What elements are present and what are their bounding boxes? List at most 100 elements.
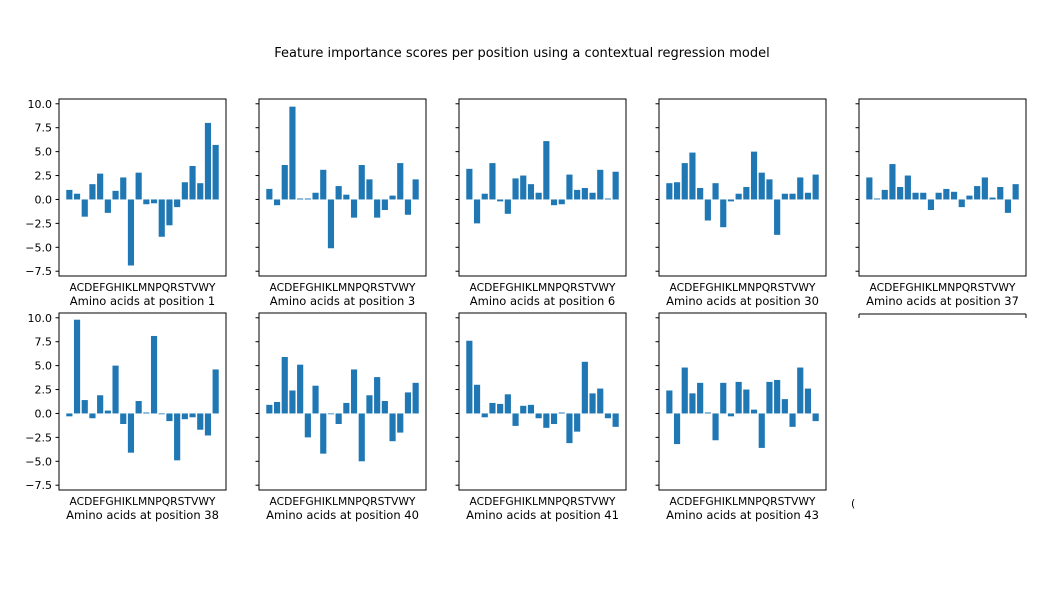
bar-S — [181, 182, 188, 200]
bar-Q — [166, 413, 173, 422]
bar-N — [550, 199, 558, 206]
bar-M — [143, 412, 150, 414]
bar-D — [281, 357, 288, 414]
bar-W — [1004, 199, 1012, 213]
bar-Q — [366, 179, 373, 200]
y-tick-label: −2.5 — [25, 217, 52, 230]
bar-M — [943, 188, 950, 200]
bar-M — [143, 199, 150, 205]
bar-D — [81, 400, 88, 414]
bar-V — [197, 183, 204, 200]
bar-K — [127, 413, 135, 453]
y-tick-label: 2.5 — [35, 384, 53, 397]
bar-E — [89, 184, 96, 200]
x-axis-label: Amino acids at position 41 — [466, 508, 619, 522]
bar-C — [873, 198, 881, 200]
bar-A — [466, 168, 473, 200]
bar-C — [673, 182, 681, 200]
y-tick-label: 0.0 — [35, 193, 53, 206]
bar-C — [473, 384, 481, 414]
bar-K — [327, 199, 335, 249]
x-tick-labels: ACDEFGHIKLMNPQRSTVWY — [670, 281, 816, 294]
bar-H — [312, 192, 319, 200]
bar-K — [527, 184, 535, 200]
bar-H — [112, 190, 119, 200]
bar-G — [304, 413, 311, 438]
bar-T — [589, 393, 596, 414]
bar-K — [727, 413, 735, 417]
bar-R — [374, 377, 381, 414]
bar-N — [750, 409, 758, 414]
x-axis-label: Amino acids at position 1 — [70, 294, 216, 308]
bar-Y — [1012, 184, 1019, 200]
bar-F — [297, 364, 304, 414]
bar-H — [312, 385, 319, 414]
bar-G — [104, 410, 111, 414]
x-tick-labels: ACDEFGHIKLMNPQRSTVWY — [70, 281, 216, 294]
bar-E — [89, 413, 96, 419]
bar-R — [574, 189, 581, 200]
bar-E — [889, 164, 896, 200]
bar-L — [535, 192, 542, 200]
partial-mark: ( — [851, 497, 855, 510]
y-tick-label: −2.5 — [25, 431, 52, 444]
bar-W — [204, 122, 212, 200]
bar-E — [289, 390, 296, 414]
bar-C — [73, 319, 81, 414]
bar-P — [158, 199, 165, 237]
bar-K — [927, 199, 935, 210]
bar-P — [758, 413, 765, 448]
bar-H — [512, 413, 519, 426]
bar-T — [189, 413, 196, 418]
bar-I — [320, 169, 327, 200]
bar-Y — [212, 144, 219, 200]
bar-D — [81, 199, 88, 217]
bar-Y — [212, 369, 219, 414]
x-axis-label: Amino acids at position 30 — [666, 294, 819, 308]
bar-P — [158, 413, 165, 415]
y-tick-label: 7.5 — [35, 122, 53, 135]
bar-I — [720, 382, 727, 414]
bar-P — [358, 165, 365, 200]
bar-W — [604, 413, 612, 419]
bar-H — [912, 192, 919, 200]
x-axis-label: Amino acids at position 37 — [866, 294, 1019, 308]
bar-N — [350, 369, 358, 414]
bar-F — [497, 403, 504, 414]
bar-V — [197, 413, 204, 430]
bar-H — [112, 365, 119, 414]
bar-Q — [166, 199, 173, 226]
bar-M — [743, 389, 750, 414]
bar-I — [120, 413, 127, 424]
x-tick-labels: ACDEFGHIKLMNPQRSTVWY — [470, 495, 616, 508]
y-tick-label: 2.5 — [35, 170, 53, 183]
bar-F — [497, 199, 504, 202]
bar-W — [204, 413, 212, 436]
bar-H — [712, 413, 719, 441]
plot-frame — [58, 312, 227, 491]
y-tick-label: 10.0 — [28, 312, 53, 325]
bar-T — [789, 193, 796, 200]
x-axis-label: Amino acids at position 38 — [66, 508, 219, 522]
bar-A — [266, 188, 273, 200]
bar-V — [797, 367, 804, 414]
bar-P — [358, 413, 365, 462]
y-tick-label: 5.0 — [35, 360, 53, 373]
bar-F — [97, 173, 104, 200]
bar-Q — [966, 195, 973, 200]
bar-C — [473, 199, 481, 224]
bar-T — [589, 192, 596, 200]
bar-Y — [412, 382, 419, 414]
bar-D — [681, 163, 688, 200]
bar-E — [689, 152, 696, 200]
bar-S — [381, 401, 388, 414]
bar-N — [350, 199, 358, 218]
bar-H — [712, 183, 719, 200]
bar-N — [150, 199, 158, 204]
bar-V — [797, 177, 804, 200]
bar-K — [327, 413, 335, 415]
